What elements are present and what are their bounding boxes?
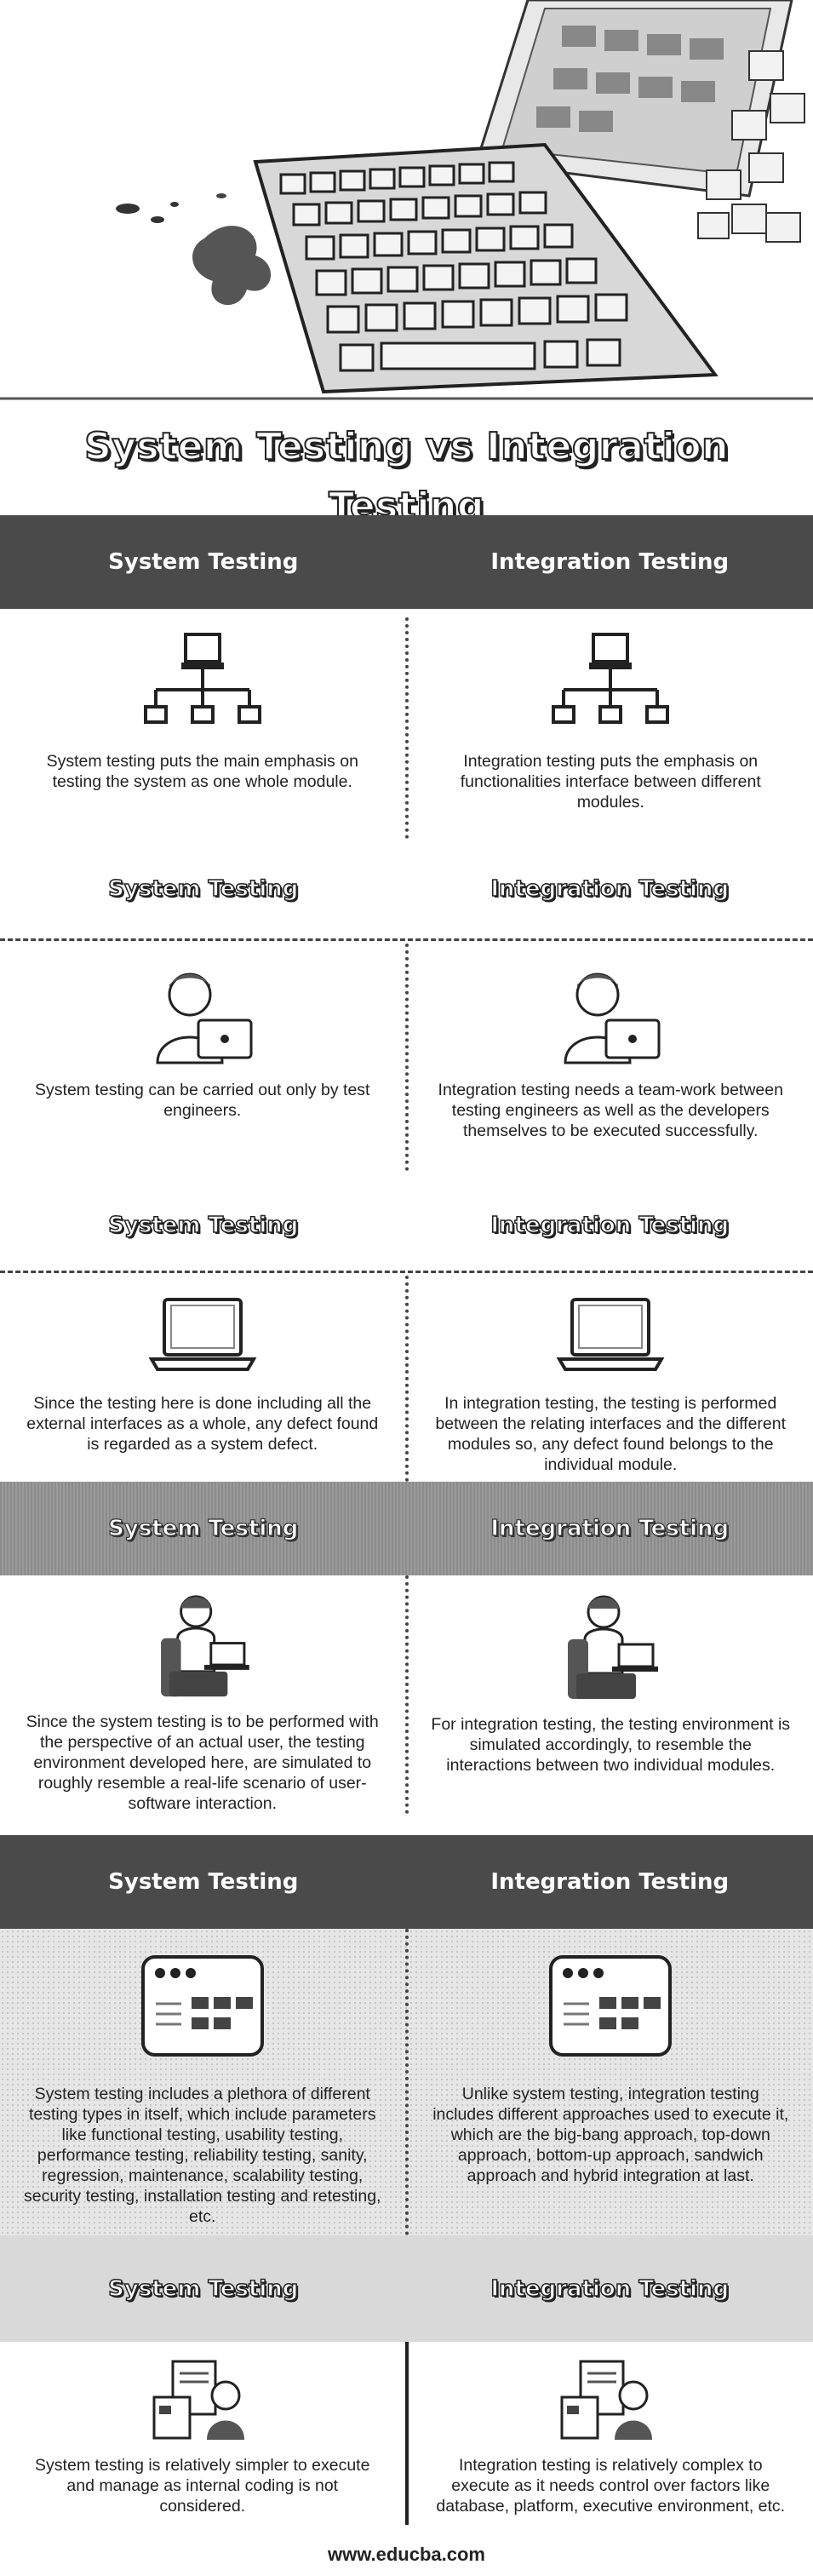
footer-url[interactable]: www.educba.com <box>327 2544 485 2565</box>
header-integration-testing: Integration Testing <box>490 875 730 903</box>
system-testing-description: System testing can be carried out only b… <box>35 1081 370 1120</box>
integration-testing-description: In integration testing, the testing is p… <box>435 1394 787 1474</box>
column-divider <box>404 2342 409 2525</box>
system-testing-cell: System testing includes a plethora of di… <box>0 1929 405 2235</box>
browser-window-icon <box>140 1955 264 2057</box>
integration-testing-description: For integration testing, the testing env… <box>431 1715 791 1775</box>
section-header-5: System Testing Integration Testing <box>0 1835 813 1929</box>
column-divider <box>404 1276 409 1482</box>
header-system-testing: System Testing <box>107 2275 299 2303</box>
header-integration-testing: Integration Testing <box>490 1869 730 1895</box>
engineer-icon <box>156 972 253 1064</box>
integration-testing-description: Unlike system testing, integration testi… <box>432 2085 789 2185</box>
section-header-2: System Testing Integration Testing <box>0 839 813 941</box>
column-divider <box>404 617 409 839</box>
network-icon <box>143 633 261 724</box>
page-title: System Testing vs Integration Testing <box>83 424 729 529</box>
integration-testing-description: Integration testing needs a team-work be… <box>438 1081 783 1140</box>
comparison-row-3: Since the testing here is done including… <box>0 1276 813 1482</box>
user-at-desk-icon <box>160 1595 249 1697</box>
network-icon <box>552 633 670 724</box>
hero-illustration <box>0 0 813 400</box>
browser-window-icon <box>549 1955 673 2057</box>
header-system-testing: System Testing <box>108 1515 299 1541</box>
system-testing-description: System testing puts the main emphasis on… <box>46 752 358 791</box>
header-integration-testing: Integration Testing <box>490 1212 730 1239</box>
system-testing-cell: Since the system testing is to be perfor… <box>0 1575 405 1814</box>
system-testing-cell: System testing is relatively simpler to … <box>0 2342 405 2525</box>
system-testing-cell: System testing can be carried out only b… <box>0 944 405 1171</box>
column-divider <box>404 1575 409 1814</box>
comparison-row-2: System testing can be carried out only b… <box>0 944 813 1171</box>
integration-testing-cell: Unlike system testing, integration testi… <box>409 1929 813 2235</box>
header-system-testing: System Testing <box>108 1869 299 1895</box>
comparison-row-6: System testing is relatively simpler to … <box>0 2342 813 2525</box>
section-header-4: System Testing Integration Testing <box>0 1482 813 1575</box>
column-divider <box>404 1929 409 2235</box>
section-header-3: System Testing Integration Testing <box>0 1179 813 1273</box>
header-system-testing: System Testing <box>107 1212 299 1239</box>
integration-testing-description: Integration testing is relatively comple… <box>436 2456 786 2516</box>
system-testing-description: System testing includes a plethora of di… <box>24 2085 381 2226</box>
header-integration-testing: Integration Testing <box>490 1515 730 1541</box>
laptop-icon <box>556 1298 665 1371</box>
system-testing-description: Since the testing here is done including… <box>26 1394 379 1454</box>
comparison-row-4: Since the system testing is to be perfor… <box>0 1575 813 1814</box>
user-at-desk-icon <box>568 1595 659 1699</box>
comparison-row-5: System testing includes a plethora of di… <box>0 1929 813 2235</box>
section-header-1: System Testing Integration Testing <box>0 515 813 609</box>
section-header-6: System Testing Integration Testing <box>0 2235 813 2342</box>
integration-testing-cell: In integration testing, the testing is p… <box>409 1276 813 1482</box>
keyboard-monitor-illustration <box>0 0 813 400</box>
integration-testing-description: Integration testing puts the emphasis on… <box>460 752 761 812</box>
system-testing-cell: System testing puts the main emphasis on… <box>0 617 405 839</box>
system-testing-cell: Since the testing here is done including… <box>0 1276 405 1482</box>
header-integration-testing: Integration Testing <box>490 549 730 575</box>
comparison-row-1: System testing puts the main emphasis on… <box>0 617 813 839</box>
laptop-icon <box>148 1298 257 1371</box>
documents-person-icon <box>152 2360 244 2440</box>
column-divider <box>404 944 409 1171</box>
header-integration-testing: Integration Testing <box>490 2275 730 2303</box>
system-testing-description: System testing is relatively simpler to … <box>35 2456 370 2516</box>
header-system-testing: System Testing <box>108 549 299 575</box>
integration-testing-cell: Integration testing puts the emphasis on… <box>409 617 813 839</box>
documents-person-icon <box>560 2360 653 2440</box>
integration-testing-cell: Integration testing is relatively comple… <box>409 2342 813 2525</box>
system-testing-description: Since the system testing is to be perfor… <box>26 1713 379 1813</box>
engineer-icon <box>564 972 661 1064</box>
integration-testing-cell: Integration testing needs a team-work be… <box>409 944 813 1171</box>
header-system-testing: System Testing <box>107 875 299 903</box>
integration-testing-cell: For integration testing, the testing env… <box>409 1575 813 1814</box>
